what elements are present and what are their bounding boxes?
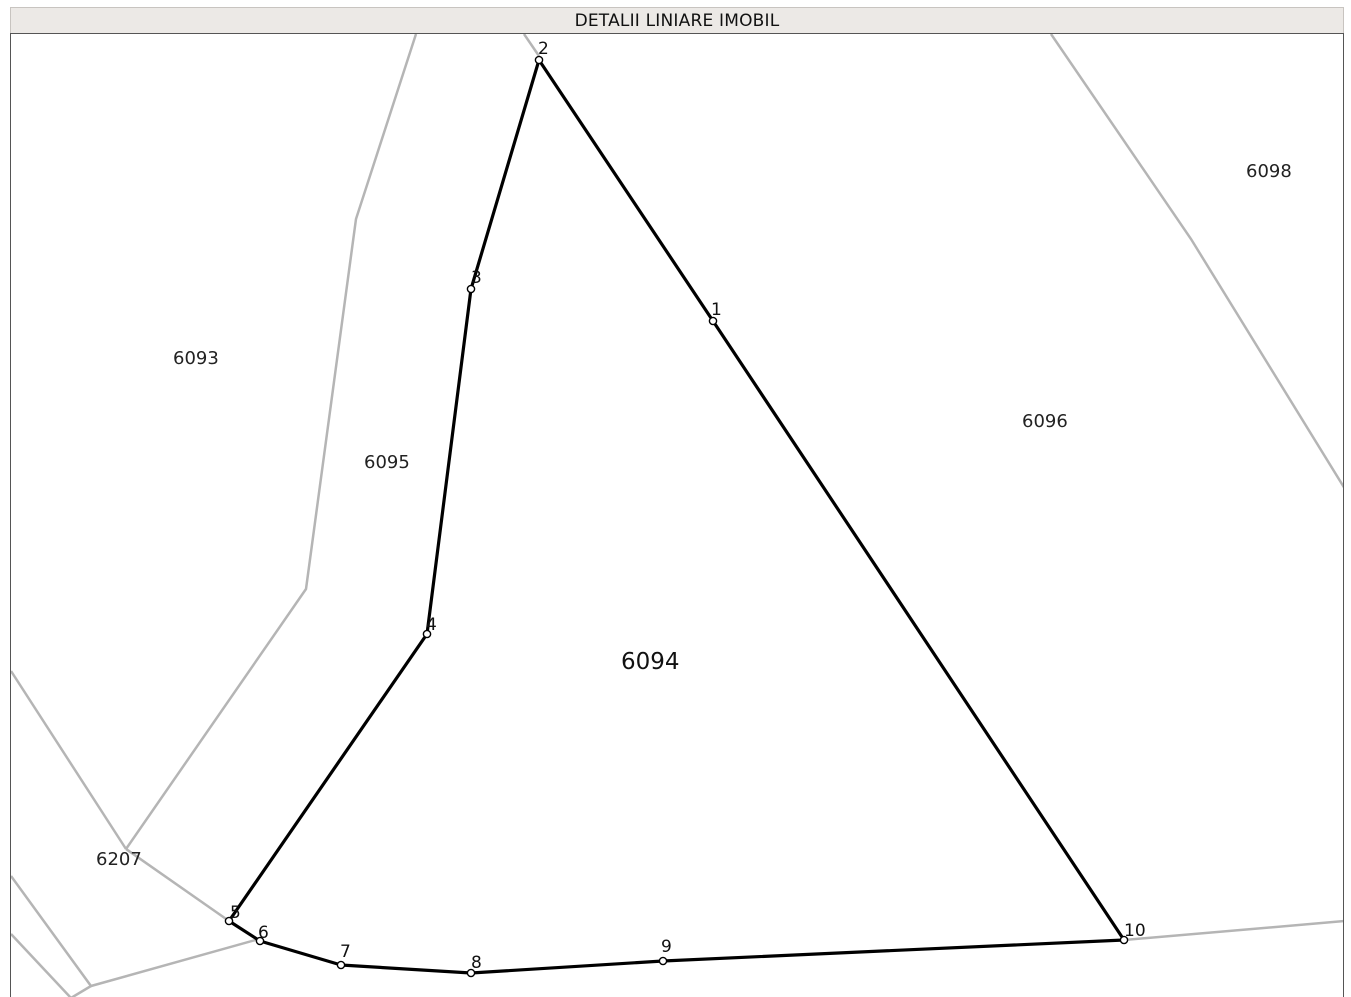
- vertex-10[interactable]: [1119, 935, 1129, 945]
- map-viewport[interactable]: 1 2 3 4 5 6 7 8 9 10 6093 6095 6096 6098…: [10, 33, 1344, 997]
- vertex-labels: 1 2 3 4 5 6 7 8 9 10: [230, 39, 1146, 973]
- vertex-3[interactable]: [466, 284, 476, 294]
- boundary-6096-6098: [1049, 34, 1343, 489]
- vertex-label-9: 9: [661, 937, 672, 957]
- parcel-label-6096: 6096: [1022, 411, 1068, 432]
- vertex-1[interactable]: [708, 316, 718, 326]
- vertex-4[interactable]: [422, 629, 432, 639]
- header-bar: DETALII LINIARE IMOBIL: [10, 7, 1344, 33]
- parcel-label-6094: 6094: [621, 649, 680, 675]
- vertex-2[interactable]: [534, 55, 544, 65]
- vertex-label-3: 3: [471, 268, 482, 288]
- parcel-label-6093: 6093: [173, 348, 219, 369]
- boundary-6095-top: [522, 34, 541, 57]
- vertex-7[interactable]: [336, 960, 346, 970]
- page-title: DETALII LINIARE IMOBIL: [574, 10, 780, 31]
- parcel-label-6098: 6098: [1246, 161, 1292, 182]
- vertex-label-7: 7: [340, 942, 351, 962]
- vertex-8[interactable]: [466, 968, 476, 978]
- vertex-label-5: 5: [230, 903, 241, 923]
- vertex-5[interactable]: [224, 916, 234, 926]
- boundary-road-southwest: [70, 984, 92, 997]
- vertex-label-2: 2: [538, 39, 549, 59]
- vertex-label-8: 8: [471, 953, 482, 973]
- vertex-label-10: 10: [1124, 921, 1146, 941]
- vertex-label-6: 6: [258, 923, 269, 943]
- boundary-road-west: [11, 875, 260, 988]
- vertex-6[interactable]: [255, 936, 265, 946]
- vertex-label-4: 4: [426, 615, 437, 635]
- boundary-6093-6207: [11, 670, 128, 850]
- boundary-6093-6095: [124, 34, 418, 850]
- boundary-road-south: [11, 933, 72, 997]
- boundary-east: [1123, 919, 1343, 942]
- vertex-markers: [224, 55, 1129, 978]
- vertex-label-1: 1: [711, 300, 722, 320]
- boundary-6207-road: [125, 847, 230, 923]
- parcel-label-6095: 6095: [364, 452, 410, 473]
- parcel-label-6207: 6207: [96, 849, 142, 870]
- vertex-9[interactable]: [658, 956, 668, 966]
- neighbor-boundaries: [11, 34, 1343, 997]
- parcel-labels: 6093 6095 6096 6098 6207 6094: [96, 161, 1292, 870]
- cadastral-map[interactable]: 1 2 3 4 5 6 7 8 9 10 6093 6095 6096 6098…: [11, 34, 1344, 997]
